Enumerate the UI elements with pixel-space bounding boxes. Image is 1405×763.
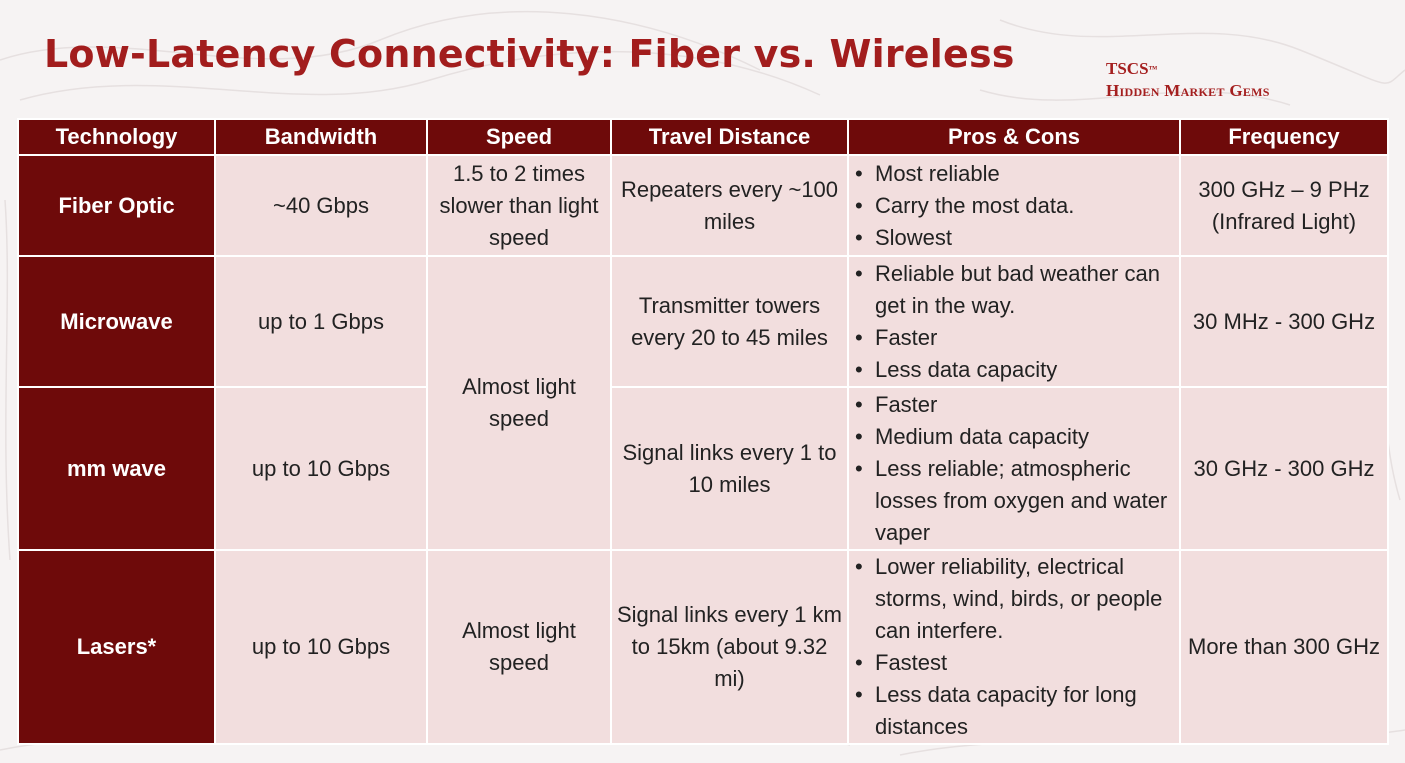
technology-cell: Fiber Optic [17,154,216,257]
pros-cons-list: Lower reliability, electrical storms, wi… [853,551,1175,743]
header-bandwidth: Bandwidth [214,118,428,156]
technology-cell: Microwave [17,255,216,388]
pros-cons-cell: Faster Medium data capacity Less reliabl… [847,386,1181,551]
pros-cons-item: Reliable but bad weather can get in the … [853,258,1175,322]
pros-cons-item: Faster [853,322,1175,354]
frequency-cell: More than 300 GHz [1179,549,1389,745]
pros-cons-cell: Reliable but bad weather can get in the … [847,255,1181,388]
brand-name: TSCS™ [1106,59,1158,78]
bandwidth-cell: up to 10 Gbps [214,549,428,745]
technology-cell: mm wave [17,386,216,551]
header-technology: Technology [17,118,216,156]
travel-distance-cell: Transmitter towers every 20 to 45 miles [610,255,849,388]
trademark-symbol: ™ [1148,64,1158,74]
page-title: Low-Latency Connectivity: Fiber vs. Wire… [44,32,1015,76]
table-row: Microwave up to 1 Gbps Almost light spee… [17,255,1389,551]
pros-cons-item: Slowest [853,222,1175,254]
travel-distance-cell: Signal links every 1 to 10 miles [610,386,849,551]
bandwidth-cell: up to 1 Gbps [214,255,428,388]
header-travel-distance: Travel Distance [610,118,849,156]
speed-cell: 1.5 to 2 times slower than light speed [426,154,612,257]
frequency-cell: 30 MHz - 300 GHz [1179,255,1389,388]
frequency-cell: 30 GHz - 300 GHz [1179,386,1389,551]
header-pros-cons: Pros & Cons [847,118,1181,156]
pros-cons-item: Less reliable; atmospheric losses from o… [853,453,1175,549]
brand-tagline: Hidden Market Gems [1106,81,1270,100]
pros-cons-cell: Lower reliability, electrical storms, wi… [847,549,1181,745]
frequency-cell: 300 GHz – 9 PHz (Infrared Light) [1179,154,1389,257]
technology-cell: Lasers* [17,549,216,745]
pros-cons-item: Medium data capacity [853,421,1175,453]
pros-cons-list: Faster Medium data capacity Less reliabl… [853,389,1175,549]
table-row: mm wave up to 10 Gbps Signal links every… [17,386,1389,551]
table-row: Fiber Optic ~40 Gbps 1.5 to 2 times slow… [17,154,1389,257]
header-speed: Speed [426,118,612,156]
pros-cons-list: Reliable but bad weather can get in the … [853,258,1175,386]
speed-cell: Almost light speed [426,255,612,551]
pros-cons-item: Fastest [853,647,1175,679]
table-row: Lasers* up to 10 Gbps Almost light speed… [17,549,1389,745]
speed-cell: Almost light speed [426,549,612,745]
pros-cons-item: Faster [853,389,1175,421]
brand-logo: TSCS™ Hidden Market Gems [1106,58,1270,102]
bandwidth-cell: ~40 Gbps [214,154,428,257]
pros-cons-item: Most reliable [853,158,1175,190]
pros-cons-item: Less data capacity for long distances [853,679,1175,743]
pros-cons-item: Carry the most data. [853,190,1175,222]
travel-distance-cell: Repeaters every ~100 miles [610,154,849,257]
pros-cons-cell: Most reliable Carry the most data. Slowe… [847,154,1181,257]
pros-cons-item: Less data capacity [853,354,1175,386]
comparison-table: Technology Bandwidth Speed Travel Distan… [17,118,1389,745]
pros-cons-item: Lower reliability, electrical storms, wi… [853,551,1175,647]
pros-cons-list: Most reliable Carry the most data. Slowe… [853,158,1175,254]
header-row: Technology Bandwidth Speed Travel Distan… [17,118,1389,156]
header-frequency: Frequency [1179,118,1389,156]
bandwidth-cell: up to 10 Gbps [214,386,428,551]
travel-distance-cell: Signal links every 1 km to 15km (about 9… [610,549,849,745]
